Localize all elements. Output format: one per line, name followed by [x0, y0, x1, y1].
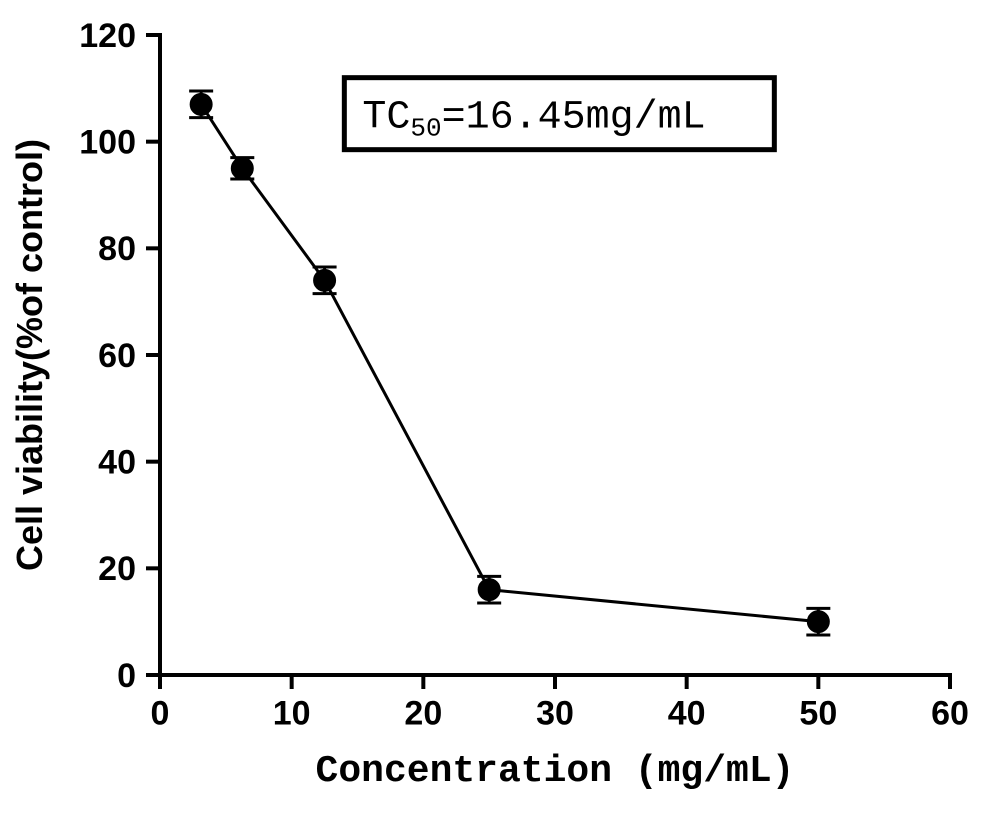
chart-svg: 0 10 20 30 40 50 60 0 20 40 60 80 100 120 Concentratio… — [0, 0, 1000, 824]
y-tick-label: 60 — [98, 337, 136, 375]
y-tick-label: 20 — [98, 550, 136, 588]
x-axis-label: Concentration (mg/mL) — [316, 750, 795, 793]
viability-chart: 0 10 20 30 40 50 60 0 20 40 60 80 100 120 Concentratio… — [0, 0, 1000, 824]
x-tick-label: 30 — [536, 695, 574, 733]
y-tick-label: 40 — [98, 444, 136, 482]
x-tick-label: 40 — [668, 695, 706, 733]
data-point — [231, 157, 253, 179]
data-point — [190, 93, 212, 115]
data-point — [807, 611, 829, 633]
data-point — [314, 269, 336, 291]
y-tick-label: 80 — [98, 230, 136, 268]
x-tick-label: 20 — [404, 695, 442, 733]
y-axis-label: Cell viability(%of control) — [9, 139, 50, 571]
x-tick-label: 0 — [151, 695, 170, 733]
data-point — [478, 579, 500, 601]
y-tick-label: 120 — [79, 17, 136, 55]
y-tick-label: 100 — [79, 124, 136, 162]
y-tick-label: 0 — [117, 657, 136, 695]
x-tick-label: 10 — [273, 695, 311, 733]
x-tick-label: 60 — [931, 695, 969, 733]
x-tick-label: 50 — [799, 695, 837, 733]
